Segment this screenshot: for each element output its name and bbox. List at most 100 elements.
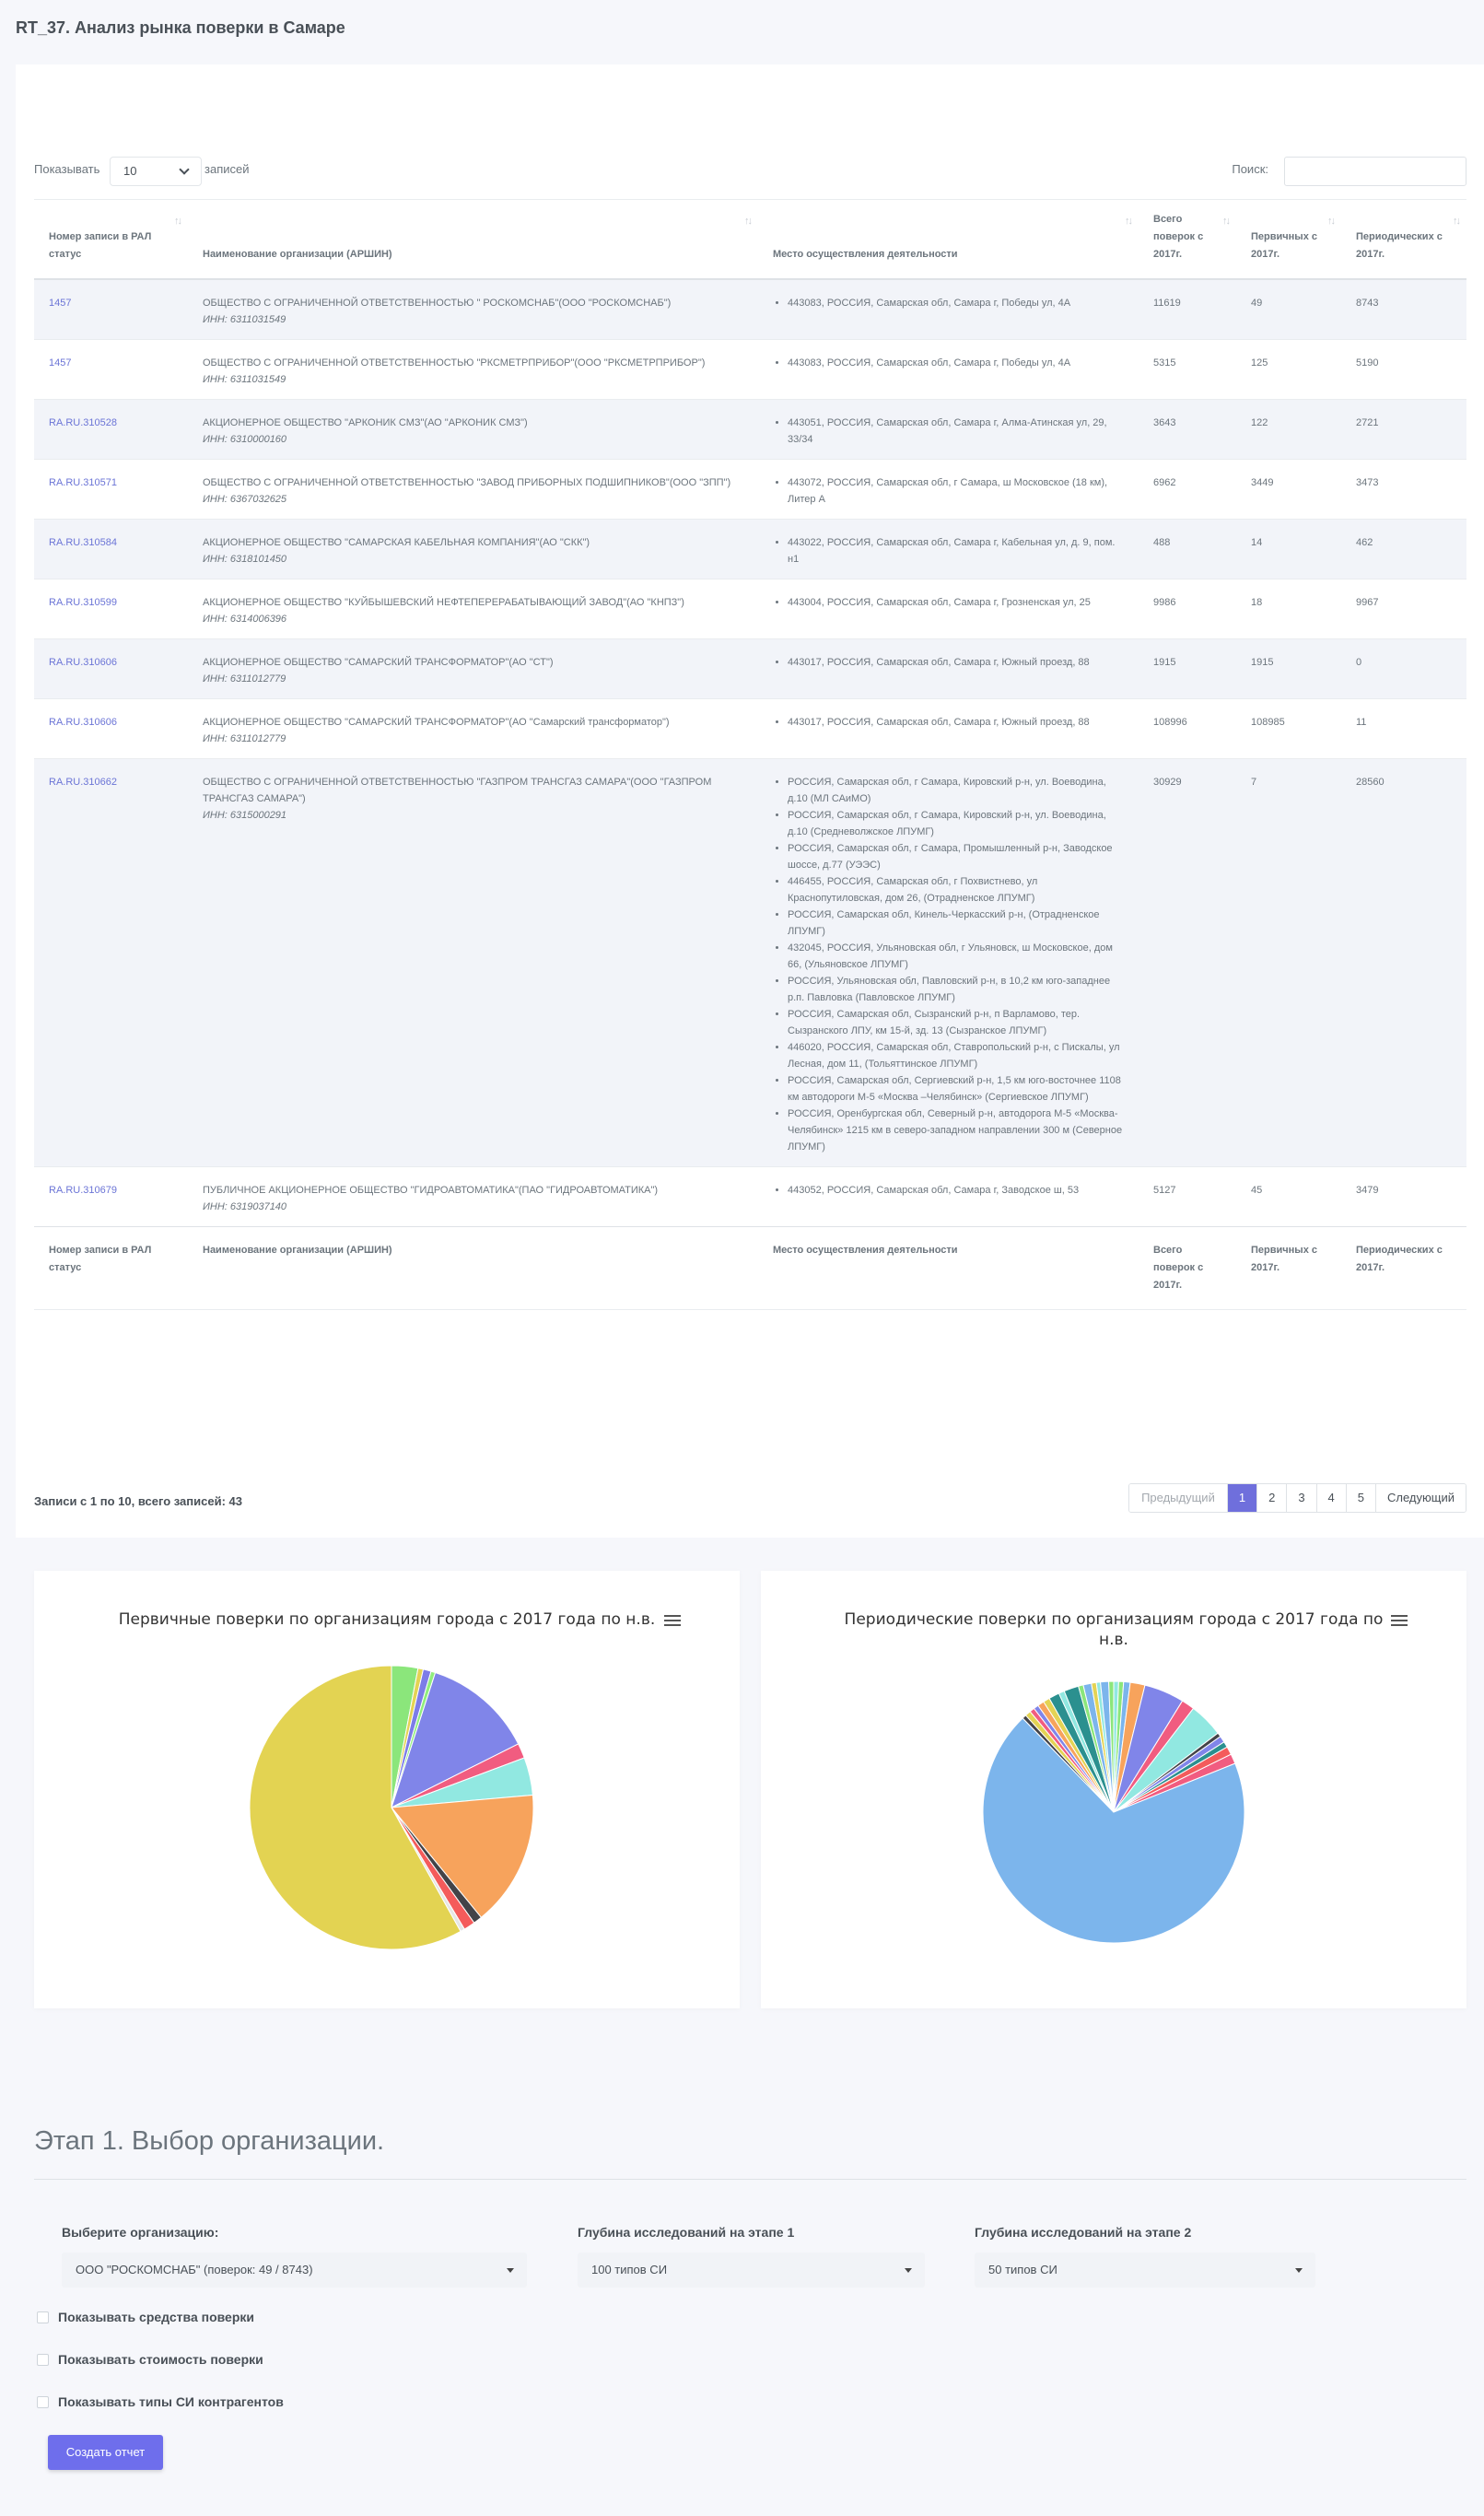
reg-link[interactable]: RA.RU.310606 — [49, 657, 117, 668]
show-tools-checkbox[interactable] — [37, 2311, 49, 2323]
col-header-total[interactable]: Всего поверок с 2017г. ↑↓ — [1139, 199, 1236, 280]
records-label: записей — [204, 162, 250, 176]
table-info: Записи с 1 по 10, всего записей: 43 — [34, 1494, 242, 1508]
prev-page-button[interactable]: Предыдущий — [1129, 1484, 1227, 1512]
place-cell: 443004, РОССИЯ, Самарская обл, Самара г,… — [758, 579, 1139, 639]
place-list: 443083, РОССИЯ, Самарская обл, Самара г,… — [773, 355, 1124, 371]
place-cell: РОССИЯ, Самарская обл, г Самара, Кировск… — [758, 758, 1139, 1167]
reg-link[interactable]: RA.RU.310571 — [49, 477, 117, 488]
depth1-value: 100 типов СИ — [591, 2263, 668, 2276]
place-item: РОССИЯ, Самарская обл, Сызранский р-н, п… — [788, 1006, 1124, 1039]
page-button-2[interactable]: 2 — [1256, 1484, 1287, 1512]
next-page-button[interactable]: Следующий — [1375, 1484, 1466, 1512]
periodic-cell: 3479 — [1341, 1166, 1466, 1227]
total-cell: 3643 — [1139, 399, 1236, 460]
chart-menu-icon[interactable] — [664, 1615, 681, 1628]
reg-link[interactable]: RA.RU.310528 — [49, 417, 117, 428]
caret-down-icon — [905, 2268, 912, 2273]
page-button-5[interactable]: 5 — [1345, 1484, 1376, 1512]
col-header-org[interactable]: Наименование организации (АРШИН) ↑↓ — [188, 199, 758, 280]
pie-slice[interactable] — [391, 1794, 534, 1918]
pie-slice[interactable] — [391, 1671, 520, 1808]
col-header-reg[interactable]: Номер записи в РАЛ статус ↑↓ — [34, 199, 188, 280]
divider — [34, 2179, 1466, 2180]
pie-slice[interactable] — [1108, 1680, 1115, 1813]
pie-slice[interactable] — [249, 1665, 462, 1950]
footer-total: Всего поверок с 2017г. — [1139, 1226, 1236, 1310]
reg-link[interactable]: RA.RU.310679 — [49, 1185, 117, 1196]
col-header-periodic[interactable]: Периодических с 2017г. ↑↓ — [1341, 199, 1466, 280]
table-controls: Показывать 10 записей Поиск: — [34, 157, 1466, 190]
org-name: АКЦИОНЕРНОЕ ОБЩЕСТВО "КУЙБЫШЕВСКИЙ НЕФТЕ… — [203, 597, 684, 608]
org-inn: ИНН: 6310000160 — [203, 434, 287, 445]
periodic-cell: 5190 — [1341, 339, 1466, 400]
primary-cell: 122 — [1236, 399, 1341, 460]
org-inn: ИНН: 6311012779 — [203, 673, 286, 685]
org-select[interactable]: ООО "РОСКОМСНАБ" (поверок: 49 / 8743) — [62, 2253, 527, 2288]
place-item: 446455, РОССИЯ, Самарская обл, г Похвист… — [788, 873, 1124, 907]
reg-link[interactable]: RA.RU.310599 — [49, 597, 117, 608]
reg-link[interactable]: RA.RU.310606 — [49, 717, 117, 728]
sort-icon: ↑↓ — [174, 216, 182, 227]
org-name: ОБЩЕСТВО С ОГРАНИЧЕННОЙ ОТВЕТСТВЕННОСТЬЮ… — [203, 777, 712, 804]
reg-cell: RA.RU.310679 — [34, 1166, 188, 1227]
org-cell: ОБЩЕСТВО С ОГРАНИЧЕННОЙ ОТВЕТСТВЕННОСТЬЮ… — [188, 459, 758, 520]
show-cost-checkbox[interactable] — [37, 2354, 49, 2366]
page-button-3[interactable]: 3 — [1286, 1484, 1316, 1512]
periodic-chart-title: Периодические поверки по организациям го… — [761, 1609, 1466, 1650]
page-button-4[interactable]: 4 — [1315, 1484, 1346, 1512]
place-list: 443052, РОССИЯ, Самарская обл, Самара г,… — [773, 1182, 1124, 1199]
show-label: Показывать — [34, 162, 100, 176]
reg-cell: RA.RU.310606 — [34, 638, 188, 699]
place-cell: 443051, РОССИЯ, Самарская обл, Самара г,… — [758, 399, 1139, 460]
show-tools-label[interactable]: Показывать средства поверки — [58, 2310, 255, 2324]
org-name: АКЦИОНЕРНОЕ ОБЩЕСТВО "САМАРСКАЯ КАБЕЛЬНА… — [203, 537, 590, 548]
place-cell: 443017, РОССИЯ, Самарская обл, Самара г,… — [758, 638, 1139, 699]
org-name: ОБЩЕСТВО С ОГРАНИЧЕННОЙ ОТВЕТСТВЕННОСТЬЮ… — [203, 477, 731, 488]
periodic-cell: 0 — [1341, 638, 1466, 699]
place-cell: 443083, РОССИЯ, Самарская обл, Самара г,… — [758, 278, 1139, 340]
pie-slice[interactable] — [982, 1717, 1245, 1944]
footer-org: Наименование организации (АРШИН) — [188, 1226, 758, 1310]
show-types-checkbox[interactable] — [37, 2396, 49, 2408]
page-size-value: 10 — [123, 164, 137, 178]
reg-link[interactable]: RA.RU.310662 — [49, 777, 117, 788]
show-types-label[interactable]: Показывать типы СИ контрагентов — [58, 2394, 284, 2409]
table-row: RA.RU.310571 ОБЩЕСТВО С ОГРАНИЧЕННОЙ ОТВЕ… — [34, 459, 1466, 520]
place-item: 443017, РОССИЯ, Самарская обл, Самара г,… — [788, 714, 1124, 731]
primary-cell: 45 — [1236, 1166, 1341, 1227]
primary-chart-card: Первичные поверки по организациям города… — [34, 1571, 740, 2008]
chart-menu-icon[interactable] — [1391, 1615, 1408, 1628]
place-list: РОССИЯ, Самарская обл, г Самара, Кировск… — [773, 774, 1124, 1155]
create-report-button[interactable]: Создать отчет — [48, 2435, 163, 2470]
org-cell: ОБЩЕСТВО С ОГРАНИЧЕННОЙ ОТВЕТСТВЕННОСТЬЮ… — [188, 758, 758, 1167]
page-size-select[interactable]: 10 — [110, 157, 202, 186]
show-cost-label[interactable]: Показывать стоимость поверки — [58, 2352, 263, 2367]
place-item: 446020, РОССИЯ, Самарская обл, Ставропол… — [788, 1039, 1124, 1072]
org-name: АКЦИОНЕРНОЕ ОБЩЕСТВО "САМАРСКИЙ ТРАНСФОР… — [203, 657, 554, 668]
table-row: RA.RU.310606 АКЦИОНЕРНОЕ ОБЩЕСТВО "САМАРС… — [34, 698, 1466, 759]
org-cell: ОБЩЕСТВО С ОГРАНИЧЕННОЙ ОТВЕТСТВЕННОСТЬЮ… — [188, 278, 758, 340]
reg-link[interactable]: 1457 — [49, 357, 72, 369]
footer-periodic: Периодических с 2017г. — [1341, 1226, 1466, 1310]
depth1-select[interactable]: 100 типов СИ — [578, 2253, 925, 2288]
place-item: 443017, РОССИЯ, Самарская обл, Самара г,… — [788, 654, 1124, 671]
org-name: АКЦИОНЕРНОЕ ОБЩЕСТВО "АРКОНИК СМЗ"(АО "А… — [203, 417, 528, 428]
org-cell: АКЦИОНЕРНОЕ ОБЩЕСТВО "АРКОНИК СМЗ"(АО "А… — [188, 399, 758, 460]
depth2-value: 50 типов СИ — [988, 2263, 1057, 2276]
reg-link[interactable]: RA.RU.310584 — [49, 537, 117, 548]
caret-down-icon — [507, 2268, 514, 2273]
table-row: RA.RU.310584 АКЦИОНЕРНОЕ ОБЩЕСТВО "САМАРС… — [34, 519, 1466, 579]
col-header-place[interactable]: Место осуществления деятельности ↑↓ — [758, 199, 1139, 280]
search-label: Поиск: — [1232, 162, 1268, 176]
reg-link[interactable]: 1457 — [49, 298, 72, 309]
sort-icon: ↑↓ — [1125, 216, 1133, 227]
depth2-select[interactable]: 50 типов СИ — [975, 2253, 1315, 2288]
reg-cell: 1457 — [34, 339, 188, 400]
depth1-label: Глубина исследований на этапе 1 — [578, 2225, 795, 2240]
col-header-primary[interactable]: Первичных с 2017г. ↑↓ — [1236, 199, 1341, 280]
page-title: RT_37. Анализ рынка поверки в Самаре — [16, 18, 345, 37]
sort-icon: ↑↓ — [744, 216, 753, 227]
page-button-1[interactable]: 1 — [1226, 1484, 1257, 1512]
search-input[interactable] — [1284, 157, 1466, 186]
